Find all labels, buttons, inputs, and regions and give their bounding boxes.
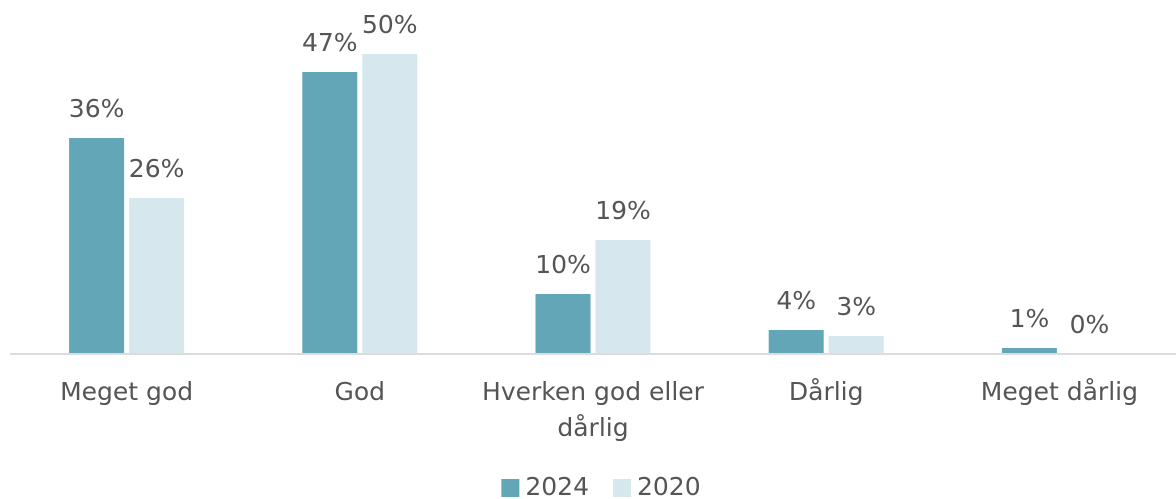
legend-label: 2020 [637, 472, 701, 499]
data-label: 47% [302, 28, 358, 57]
x-tick-label: Meget god [60, 377, 194, 406]
legend-swatch [613, 479, 631, 497]
legend-swatch [501, 479, 520, 497]
bar [129, 198, 185, 354]
bar [1001, 348, 1057, 354]
data-label: 19% [595, 196, 651, 225]
data-label: 1% [1010, 304, 1050, 333]
legend-label: 2024 [525, 472, 589, 499]
bar [768, 330, 824, 354]
bar [362, 54, 418, 354]
bar [595, 240, 651, 354]
data-label: 50% [362, 10, 418, 39]
bar [828, 336, 884, 354]
data-label: 4% [776, 286, 816, 315]
data-label: 26% [129, 154, 185, 183]
bar [302, 72, 358, 354]
data-label: 0% [1070, 310, 1110, 339]
data-label: 10% [535, 250, 591, 279]
bar [69, 138, 125, 354]
bar [535, 294, 591, 354]
x-tick-label: Dårlig [788, 377, 864, 406]
x-tick-label: Meget dårlig [980, 377, 1138, 406]
data-label: 36% [69, 94, 125, 123]
x-tick-label: Hverken god eller dårlig [482, 377, 704, 442]
x-tick-label: God [334, 377, 386, 406]
data-label: 3% [836, 292, 876, 321]
